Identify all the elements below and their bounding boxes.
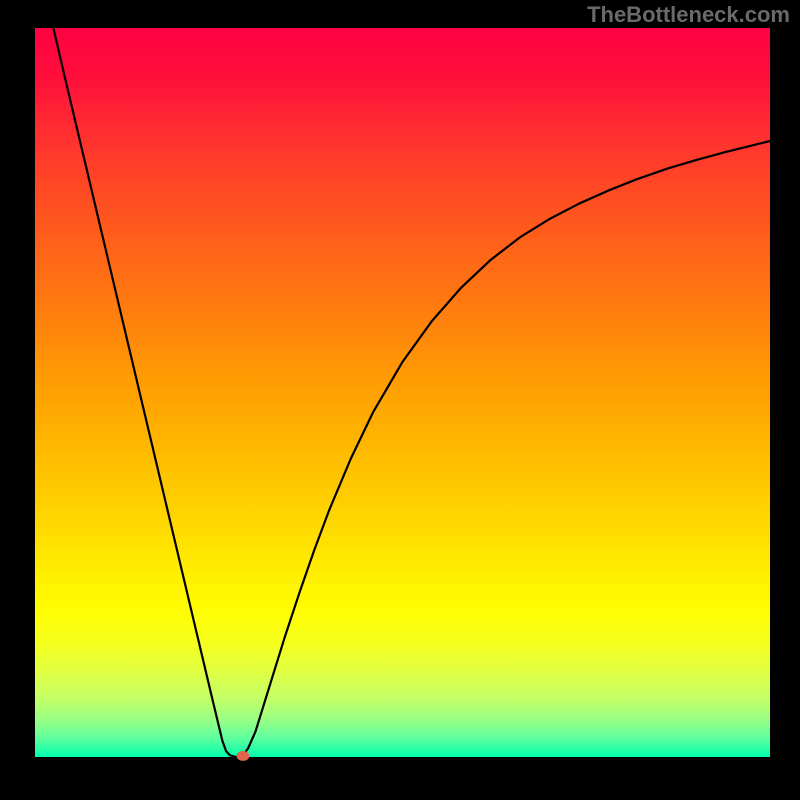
chart-container: TheBottleneck.com (0, 0, 800, 800)
watermark-text: TheBottleneck.com (587, 2, 790, 28)
plot-background (35, 28, 770, 757)
bottleneck-chart (0, 0, 800, 800)
optimal-point-marker (237, 751, 250, 761)
